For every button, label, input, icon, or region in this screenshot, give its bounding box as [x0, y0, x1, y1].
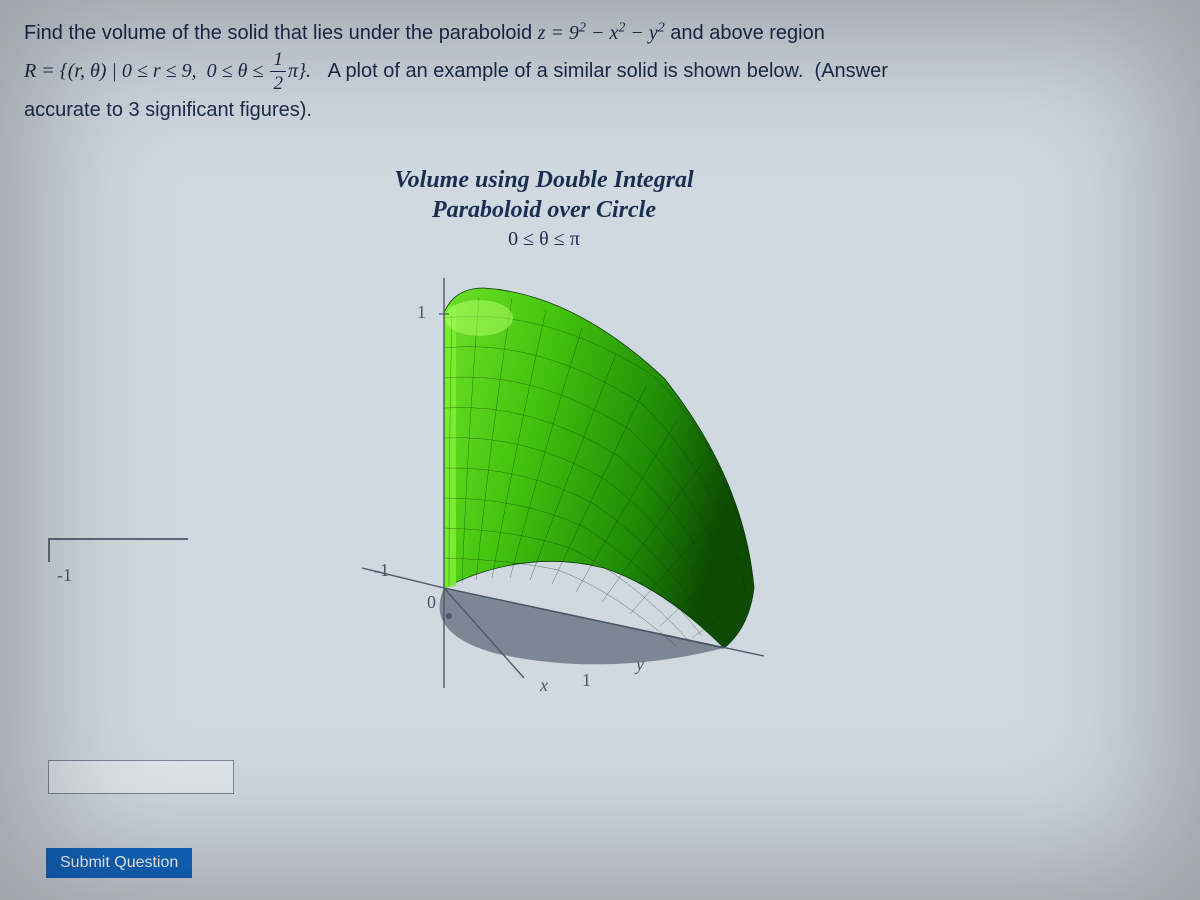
problem-line1b: and above region — [670, 22, 825, 44]
legend-bracket — [48, 538, 188, 562]
tick-neg1: -1 — [374, 560, 389, 580]
label-y: y — [634, 654, 644, 674]
problem-statement: Find the volume of the solid that lies u… — [24, 16, 1154, 127]
label-x: x — [539, 675, 548, 695]
figure-area: Volume using Double Integral Paraboloid … — [214, 165, 874, 718]
figure-title: Volume using Double Integral Paraboloid … — [214, 165, 874, 252]
paraboloid-surface — [444, 288, 754, 648]
equation-z: z = 92 − x2 − y2 — [538, 22, 665, 44]
plot-3d: -1 0 1 x 1 y — [244, 258, 864, 718]
figure-title-line1: Volume using Double Integral — [214, 165, 874, 195]
problem-line1a: Find the volume of the solid that lies u… — [24, 22, 538, 44]
legend-neg1: -1 — [57, 565, 72, 586]
figure-title-line2: Paraboloid over Circle — [214, 195, 874, 225]
problem-line2b: A plot of an example of a similar solid … — [317, 60, 888, 82]
fraction-half: 12 — [270, 50, 286, 93]
answer-input[interactable] — [48, 760, 234, 794]
tick-x-1: 1 — [582, 670, 591, 690]
figure-subtitle: 0 ≤ θ ≤ π — [214, 227, 874, 252]
tick-zero: 0 — [427, 592, 436, 612]
region-R: R = {(r, θ) | 0 ≤ r ≤ 9, 0 ≤ θ ≤ — [24, 60, 268, 82]
highlight — [445, 300, 513, 336]
problem-line3: accurate to 3 significant figures). — [24, 93, 1154, 127]
tick-z-1: 1 — [417, 302, 426, 322]
submit-button[interactable]: Submit Question — [46, 848, 192, 878]
